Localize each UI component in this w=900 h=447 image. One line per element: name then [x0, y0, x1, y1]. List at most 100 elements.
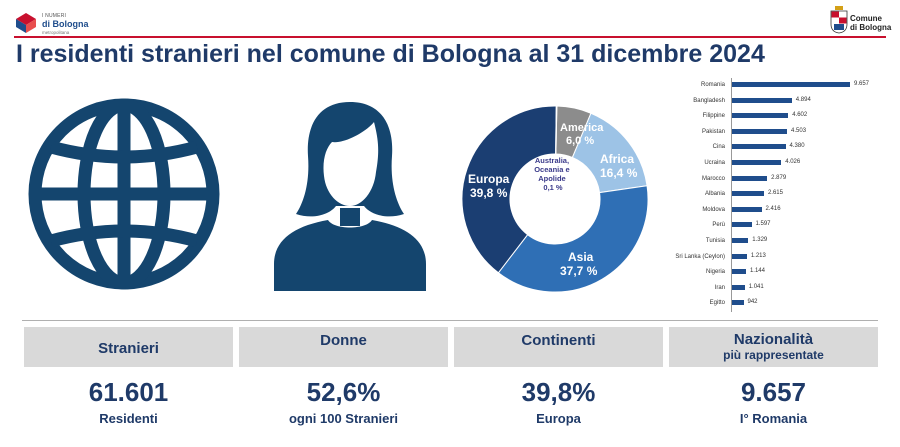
kpi-divider [22, 320, 878, 321]
bar-row: Egitto 942 [672, 296, 887, 310]
bar-label: Filippine [702, 113, 725, 120]
bar-tunisia [732, 238, 749, 243]
donut-slice-australia [555, 105, 558, 155]
city-crest-icon [830, 6, 848, 34]
bar-value-label: 1.329 [752, 237, 768, 243]
bar-label: Egitto [709, 300, 725, 307]
bar-ucraina [732, 160, 782, 165]
bar-iran [732, 284, 745, 290]
kpi-caption-stranieri: Residenti [99, 411, 158, 426]
bar-value-label: 9.657 [854, 81, 870, 87]
bar-label: Perù [712, 222, 725, 229]
bar-row: Bangladesh 4.894 [672, 94, 887, 108]
bar-value-label: 1.144 [749, 268, 765, 275]
donut-label-europa: Europa 39,8 % [468, 172, 513, 200]
brand-main-text: di Bologna [42, 19, 89, 29]
bar-label: Tunisia [705, 238, 725, 244]
bar-per- [732, 222, 752, 228]
bar-row: Moldova 2.416 [672, 203, 887, 217]
bar-value-label: 2.615 [767, 190, 783, 197]
bar-marocco [732, 175, 768, 181]
kpi-value-donne: 52,6% [306, 377, 381, 407]
bar-value-label: 4.602 [792, 112, 808, 119]
kpi-heading-text: Donne [320, 332, 367, 349]
page-title: I residenti stranieri nel comune di Bolo… [16, 40, 765, 68]
kpi-heading-continenti: Continenti [454, 327, 663, 367]
bar-value-label: 1.213 [750, 252, 766, 259]
kpi-value-continenti: 39,8% [521, 377, 596, 407]
bar-row: Pakistan 4.503 [672, 125, 887, 139]
bar-label: Iran [714, 284, 725, 291]
bar-value-label: 1.041 [748, 283, 764, 290]
city-logo-line1: Comune [850, 14, 882, 23]
bar-label: Nigeria [705, 269, 725, 276]
bar-row: Cina 4.380 [672, 140, 887, 154]
i-numeri-di-bologna-logo: I NUMERI di Bologna metropolitana [14, 8, 124, 38]
bar-value-label: 4.380 [789, 143, 805, 150]
bar-value-label: 4.503 [791, 127, 807, 134]
kpi-heading-text: Nazionalità [733, 331, 814, 348]
bar-value-label: 4.026 [785, 159, 801, 165]
bar-value-label: 2.879 [771, 174, 787, 181]
continents-donut-chart: Europa 39,8 % Asia 37,7 % Africa 16,4 % … [461, 105, 649, 293]
bar-value-label: 4.894 [795, 96, 811, 103]
bar-moldova [732, 206, 762, 212]
bar-label: Bangladesh [693, 97, 725, 104]
kpi-heading-stranieri: Stranieri [24, 327, 233, 367]
bar-row: Tunisia 1.329 [672, 234, 887, 248]
bar-row: Nigeria 1.144 [672, 265, 887, 279]
bar-label: Romania [700, 82, 725, 88]
bar-row: Romania 9.657 [672, 78, 887, 92]
globe-icon [28, 98, 220, 290]
bar-chart-axis [731, 78, 732, 312]
bar-value-label: 2.416 [765, 205, 781, 212]
cube-logo-icon [16, 13, 36, 33]
bar-romania [732, 82, 850, 87]
bar-label: Albania [704, 191, 725, 198]
donut-label-oceania: Australia, Oceania e Apolide 0,1 % [534, 156, 572, 192]
bar-row: Marocco 2.879 [672, 172, 887, 186]
city-logo-text: Comune di Bologna [850, 14, 891, 32]
bar-label: Moldova [702, 206, 725, 213]
bar-bangladesh [732, 97, 792, 103]
bar-cina [732, 144, 786, 150]
bar-filippine [732, 113, 789, 119]
bar-label: Ucraina [704, 160, 725, 166]
bar-albania [732, 191, 764, 197]
bar-value-label: 942 [747, 299, 758, 306]
woman-icon [274, 102, 426, 291]
bar-sri-lanka-ceylon- [732, 253, 747, 259]
bar-row: Filippine 4.602 [672, 109, 887, 123]
bar-row: Albania 2.615 [672, 187, 887, 201]
bar-egitto [732, 300, 744, 306]
kpi-heading-text: Continenti [521, 332, 596, 349]
city-logo-line2: di Bologna [850, 23, 892, 32]
bar-row: Iran 1.041 [672, 281, 887, 295]
bar-label: Pakistan [701, 128, 725, 135]
header-red-rule [14, 36, 886, 38]
bar-label: Marocco [701, 175, 725, 182]
kpi-heading-subtext: più rappresentate [723, 348, 824, 362]
kpi-caption-donne: ogni 100 Stranieri [288, 411, 399, 426]
bar-row: Sri Lanka (Ceylon) 1.213 [672, 250, 887, 264]
kpi-value-stranieri: 61.601 [88, 377, 169, 407]
kpi-caption-continenti: Europa [536, 411, 581, 426]
kpi-heading-text: Stranieri [98, 340, 159, 357]
bar-label: Sri Lanka (Ceylon) [675, 253, 725, 260]
bar-value-label: 1.597 [755, 221, 771, 228]
brand-small-text: I NUMERI [42, 13, 67, 19]
kpi-caption-nazionalita: I° Romania [739, 411, 808, 426]
nationality-bar-chart: Romania 9.657 Bangladesh 4.894 Filippine 4.60… [672, 78, 887, 316]
kpi-heading-nazionalita: Nazionalità più rappresentate [669, 327, 878, 367]
donut-label-africa: Africa 16,4 % [600, 152, 638, 180]
donut-slice-europa [461, 105, 557, 274]
donut-slice-asia [497, 185, 649, 293]
donut-label-asia: Asia 37,7 % [560, 250, 598, 278]
bar-row: Ucraina 4.026 [672, 156, 887, 170]
kpi-heading-donne: Donne [239, 327, 448, 367]
bar-row: Perù 1.597 [672, 218, 887, 232]
bar-nigeria [732, 269, 746, 275]
comune-di-bologna-logo: Comune di Bologna [830, 6, 892, 36]
donut-label-america: America 6,0 % [560, 122, 606, 147]
kpi-value-nazionalita: 9.657 [740, 377, 807, 407]
